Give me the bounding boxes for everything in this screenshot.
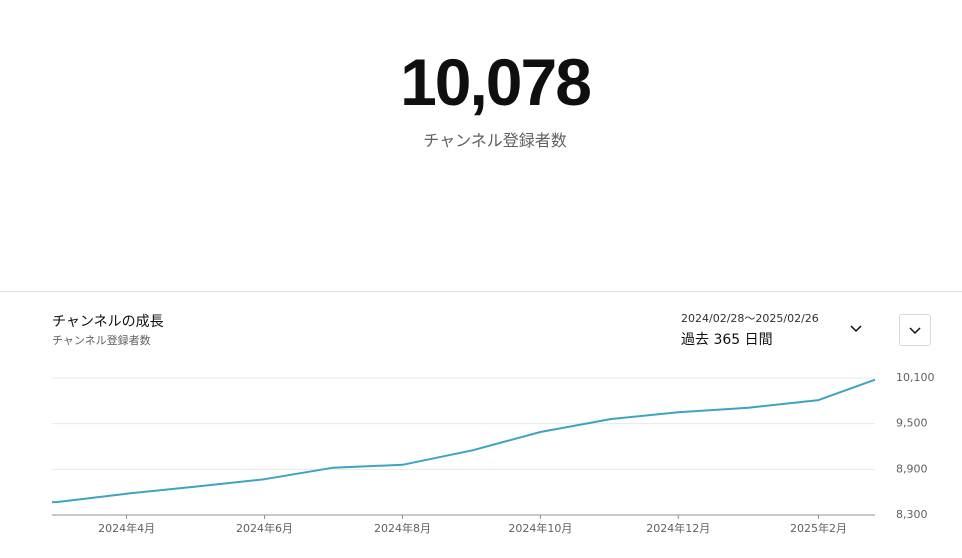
x-tick-label: 2024年6月 xyxy=(236,521,293,535)
range-dropdown[interactable]: 2024/02/28～2025/02/26 過去 365 日間 xyxy=(681,310,871,348)
x-tick-label: 2025年2月 xyxy=(790,521,847,535)
subscriber-count: 10,078 xyxy=(400,45,592,119)
y-tick-label: 10,100 xyxy=(896,371,935,384)
x-tick-label: 2024年10月 xyxy=(508,521,572,535)
card-subtitle: チャンネル登録者数 xyxy=(52,334,151,347)
series-line xyxy=(52,378,876,504)
y-tick-label: 9,500 xyxy=(896,417,928,430)
expand-button[interactable] xyxy=(899,314,931,346)
expand-chevron xyxy=(909,327,921,335)
x-tick-label: 2024年4月 xyxy=(98,521,155,535)
card-title: チャンネルの成長 xyxy=(52,314,164,330)
y-tick-label: 8,900 xyxy=(896,462,928,475)
subscriber-label: チャンネル登録者数 xyxy=(423,131,567,150)
divider xyxy=(0,291,962,292)
range-label: 過去 365 日間 xyxy=(681,332,773,348)
x-tick-label: 2024年8月 xyxy=(374,521,431,535)
range-dates: 2024/02/28～2025/02/26 xyxy=(681,312,819,325)
x-tick-label: 2024年12月 xyxy=(646,521,710,535)
y-tick-label: 8,300 xyxy=(896,508,928,521)
dropdown-chevron xyxy=(850,325,862,333)
